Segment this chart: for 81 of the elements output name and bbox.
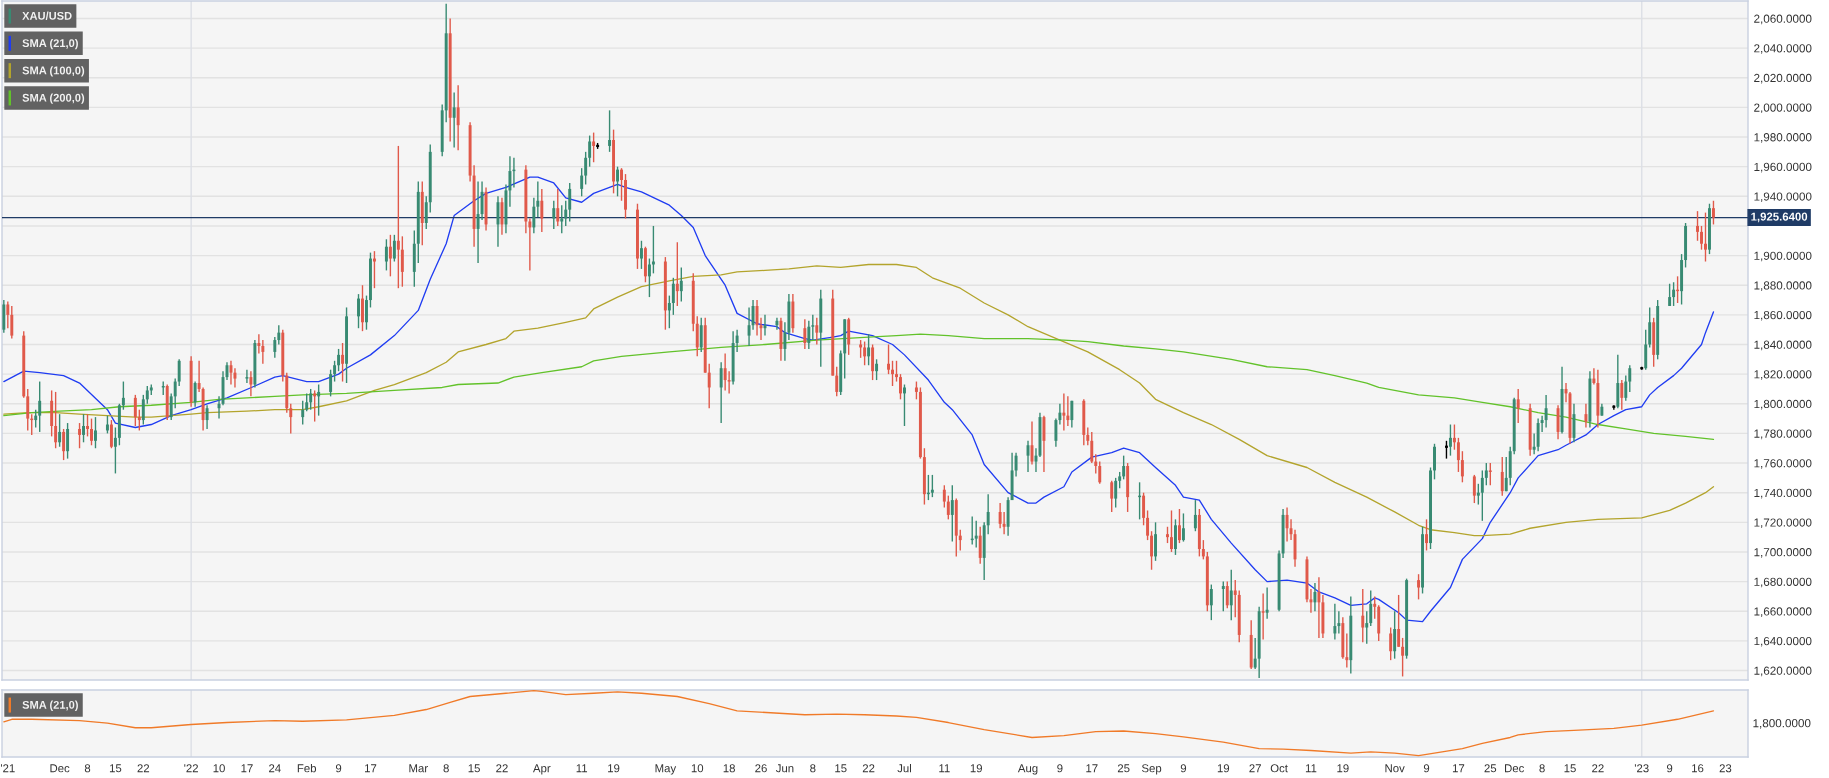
x-tick-label: 23: [1719, 764, 1732, 773]
x-tick-label: May: [655, 764, 677, 775]
x-tick-label: 24: [269, 764, 281, 773]
x-tick-label: 11: [576, 764, 588, 773]
y-tick-label: 2,020.0000: [1754, 73, 1812, 84]
y-tick-label: 1,620.0000: [1754, 666, 1812, 677]
x-tick-label: 17: [1086, 764, 1098, 773]
y-tick-label: 1,700.0000: [1754, 548, 1812, 558]
y-tick-label: 1,960.0000: [1754, 162, 1812, 173]
y-tick-label: 1,800.0000: [1754, 399, 1812, 410]
x-tick-label: 18: [723, 764, 735, 773]
x-tick-label: 11: [1305, 764, 1317, 773]
x-tick-label: 15: [109, 764, 122, 773]
x-tick-label: 22: [1592, 764, 1604, 773]
y-tick-label: 1,760.0000: [1754, 459, 1812, 469]
legend-label: SMA (21,0): [22, 38, 78, 50]
y-tick-label: 1,640.0000: [1754, 636, 1812, 647]
x-tick-label: Mar: [409, 764, 428, 773]
y-tick-label: 1,940.0000: [1754, 192, 1812, 203]
x-tick-label: 17: [241, 764, 253, 773]
legend-label: SMA (21,0): [22, 700, 78, 711]
y-tick-label: 1,660.0000: [1754, 607, 1812, 617]
x-tick-label: 19: [1337, 764, 1349, 773]
x-tick-label: Nov: [1385, 764, 1405, 773]
x-tick-label: 22: [137, 764, 150, 773]
ref-line-label: 1,925.6400: [1751, 212, 1808, 223]
y-tick-label: 1,980.0000: [1754, 133, 1812, 143]
y-tick-label: 2,040.0000: [1754, 44, 1812, 54]
x-tick-label: 17: [1452, 764, 1465, 773]
y-tick-label: 1,680.0000: [1754, 577, 1812, 588]
x-tick-label: Feb: [297, 763, 317, 773]
y-tick-label: 1,880.0000: [1754, 281, 1812, 291]
y-tick-label: 2,060.0000: [1754, 14, 1812, 25]
legend-label: SMA (100,0): [22, 66, 85, 77]
x-tick-label: 19: [970, 764, 982, 773]
x-tick-label: 10: [691, 764, 704, 773]
legend-label: SMA (200,0): [22, 93, 85, 104]
y-tick-label: 1,900.0000: [1754, 251, 1812, 262]
x-tick-label: 15: [1564, 764, 1576, 773]
y-tick-label: 1,740.0000: [1754, 488, 1812, 499]
x-tick-label: 8: [1539, 764, 1545, 773]
x-tick-label: '23: [1634, 764, 1649, 773]
x-tick-label: 25: [1117, 764, 1130, 773]
x-tick-label: 26: [755, 764, 767, 773]
y-tick-label: 1,820.0000: [1754, 370, 1812, 380]
x-tick-label: 8: [84, 764, 91, 773]
x-tick-label: Aug: [1017, 764, 1038, 775]
x-tick-label: 19: [1217, 764, 1230, 773]
x-tick-label: 9: [1666, 764, 1673, 773]
x-tick-label: 17: [365, 764, 377, 773]
y-tick-label: 1,720.0000: [1754, 518, 1812, 529]
x-tick-label: 9: [1057, 764, 1063, 773]
x-tick-label: 8: [810, 764, 816, 773]
x-tick-label: 11: [939, 764, 950, 773]
x-tick-label: 15: [835, 764, 847, 773]
x-tick-label: 9: [335, 764, 342, 773]
y-tick-label: 1,780.0000: [1754, 429, 1812, 440]
x-tick-label: 22: [496, 764, 508, 773]
x-tick-label: 16: [1692, 764, 1704, 773]
x-tick-label: 8: [443, 764, 449, 773]
x-tick-label: 25: [1484, 764, 1497, 773]
y-tick-label: 1,860.0000: [1754, 310, 1812, 321]
x-tick-label: 19: [608, 764, 620, 773]
x-tick-label: 9: [1423, 764, 1430, 773]
x-tick-label: Apr: [532, 764, 551, 775]
x-tick-label: 15: [468, 764, 480, 773]
x-tick-label: Dec: [1505, 764, 1525, 773]
x-tick-label: Jul: [897, 763, 911, 773]
legend-label: XAU/USD: [22, 11, 72, 20]
y-tick-label: 2,000.0000: [1754, 103, 1812, 114]
y-tick-label: 1,840.0000: [1754, 340, 1812, 351]
x-tick-label: Dec: [50, 764, 70, 773]
x-tick-label: 27: [1249, 764, 1261, 773]
x-tick-label: 10: [213, 764, 225, 773]
x-tick-label: 22: [862, 764, 875, 773]
x-tick-label: Sep: [1141, 764, 1162, 775]
x-tick-label: 9: [1180, 764, 1187, 773]
x-tick-label: '22: [184, 764, 198, 773]
x-tick-label: '21: [0, 764, 15, 773]
x-tick-label: Jun: [775, 764, 794, 773]
x-tick-label: Oct: [1270, 764, 1288, 773]
